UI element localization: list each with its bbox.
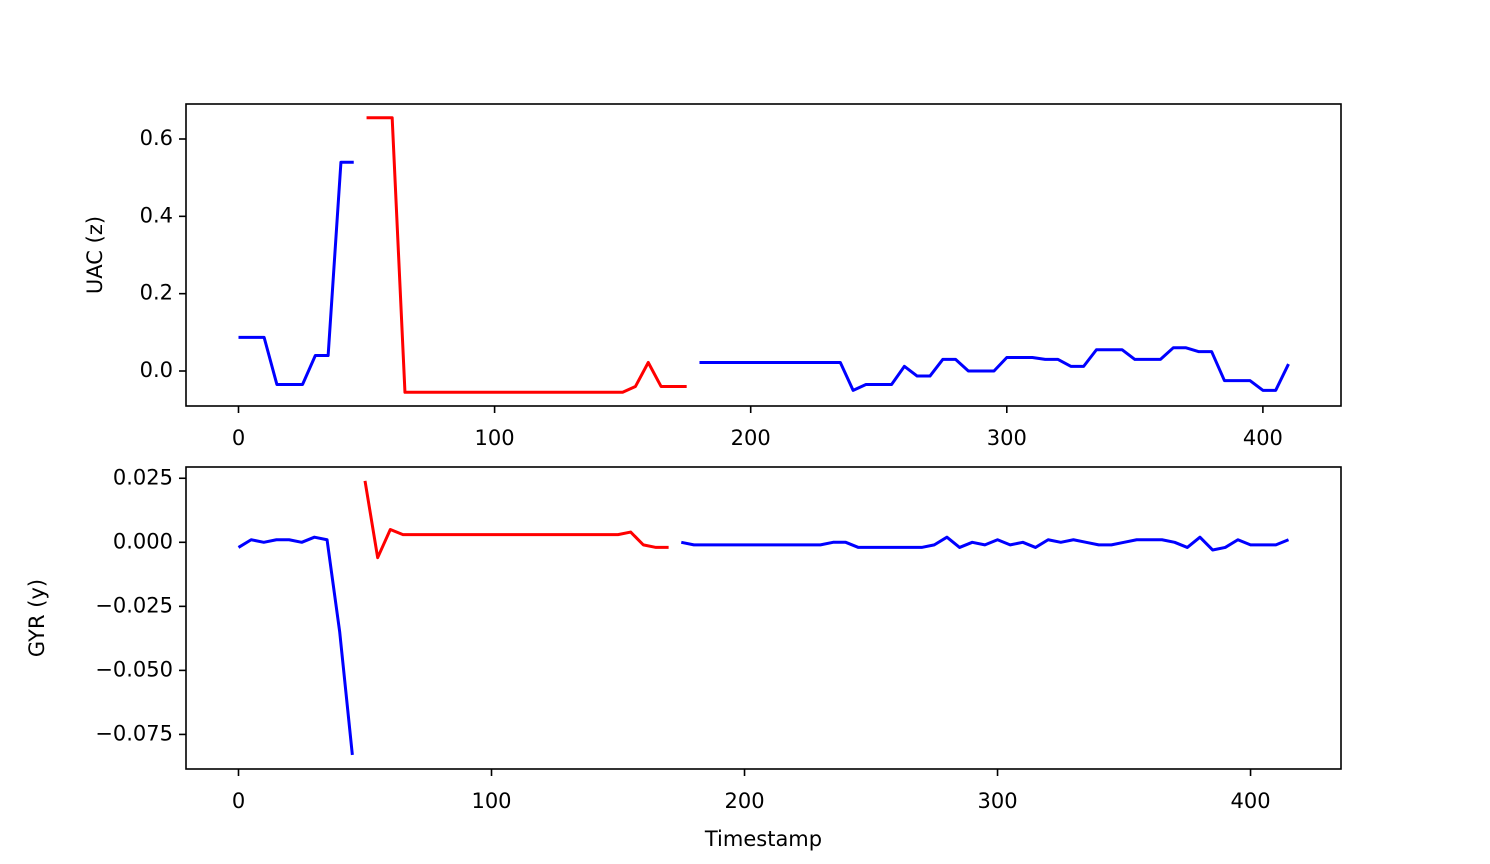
line-series (238, 160, 1290, 392)
x-axis-label: Timestamp (704, 827, 822, 851)
x-tick-label: 400 (1231, 789, 1271, 813)
axes-frame (185, 103, 1342, 407)
x-tick-label: 400 (1243, 426, 1283, 450)
axes-frame (185, 466, 1342, 770)
y-tick-label: −0.075 (95, 721, 173, 745)
x-tick-label: 100 (471, 789, 511, 813)
line-series (237, 535, 1290, 756)
y-tick-label: 0.000 (113, 529, 173, 553)
x-tick-label: 200 (724, 789, 764, 813)
x-tick-label: 0 (232, 426, 245, 450)
y-tick-label: 0.6 (140, 126, 173, 150)
x-tick-label: 100 (475, 426, 515, 450)
y-tick-label: −0.025 (95, 593, 173, 617)
y-tick-label: 0.025 (113, 465, 173, 489)
y-axis-label: GYR (y) (25, 579, 49, 657)
y-tick-label: −0.050 (95, 657, 173, 681)
y-axis-label: UAC (z) (83, 216, 107, 294)
x-tick-label: 200 (731, 426, 771, 450)
y-tick-label: 0.4 (140, 203, 173, 227)
x-tick-label: 300 (977, 789, 1017, 813)
y-tick-label: 0.2 (140, 281, 173, 305)
y-tick-label: 0.0 (140, 358, 173, 382)
line-series (363, 480, 669, 560)
line-series (366, 116, 687, 394)
x-tick-label: 0 (232, 789, 245, 813)
x-tick-label: 300 (987, 426, 1027, 450)
